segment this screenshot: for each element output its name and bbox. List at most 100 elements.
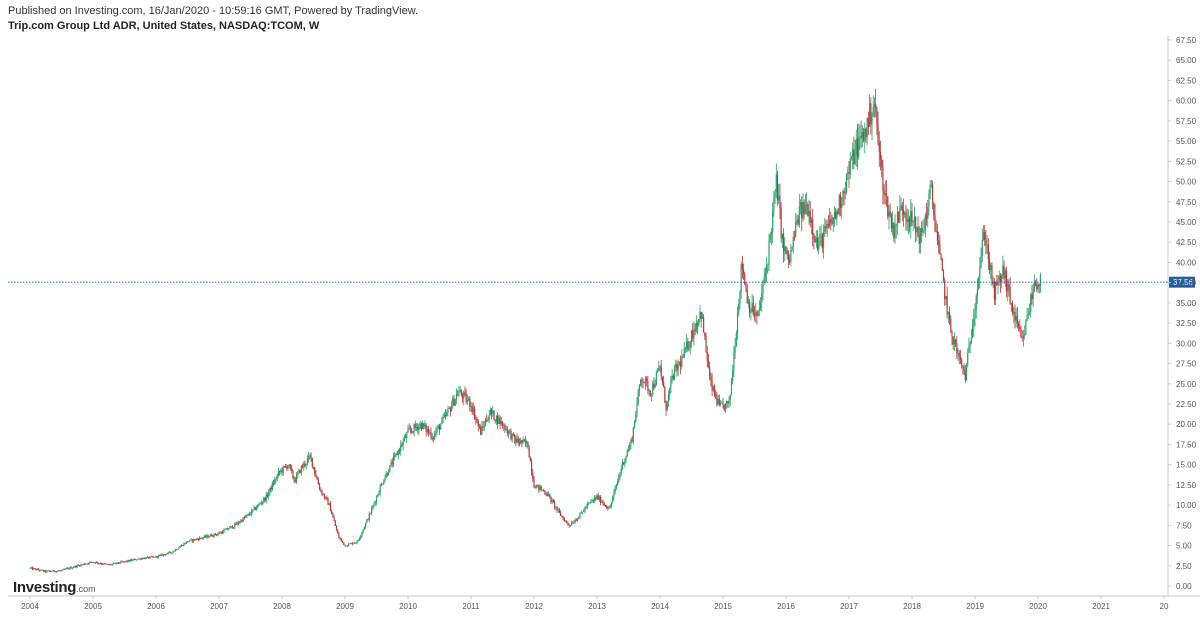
candle-body bbox=[139, 558, 141, 560]
candle-body bbox=[998, 275, 1000, 281]
candle-body bbox=[844, 192, 846, 194]
candle-body bbox=[984, 231, 986, 240]
candle-body bbox=[467, 398, 470, 401]
candle-body bbox=[1005, 270, 1008, 292]
y-tick-label: 35.00 bbox=[1176, 299, 1197, 308]
candle-body bbox=[464, 392, 466, 394]
candle-body bbox=[965, 364, 968, 381]
y-axis: 0.00 2.50 5.00 7.50 10.00 12.50 15.00 17.50 20.0… bbox=[1168, 36, 1197, 591]
candle-body bbox=[157, 555, 160, 558]
candle-body bbox=[97, 562, 99, 564]
candle-body bbox=[442, 417, 444, 419]
candle-body bbox=[655, 372, 657, 385]
candle-body bbox=[991, 265, 993, 285]
candle-body bbox=[258, 503, 260, 505]
candle-body bbox=[906, 219, 908, 222]
candle-body bbox=[488, 415, 490, 421]
candle-body bbox=[974, 310, 976, 318]
candle-body bbox=[390, 462, 392, 465]
candle-body bbox=[205, 535, 207, 538]
candle-body bbox=[276, 475, 278, 480]
candle-body bbox=[68, 568, 70, 569]
candle-body bbox=[934, 215, 936, 231]
candle-body bbox=[398, 450, 401, 452]
candle-body bbox=[226, 528, 229, 530]
candle-body bbox=[826, 223, 828, 229]
candle-body bbox=[427, 429, 430, 433]
candle-body bbox=[598, 496, 601, 500]
candle-body bbox=[670, 378, 672, 388]
candle-body bbox=[73, 567, 75, 569]
candle-body bbox=[978, 277, 980, 289]
candle-body bbox=[515, 438, 517, 443]
candle-body bbox=[924, 215, 926, 231]
chart-title: Trip.com Group Ltd ADR, United States, N… bbox=[8, 20, 320, 32]
candle-body bbox=[935, 230, 937, 232]
candle-body bbox=[955, 339, 957, 344]
candle-body bbox=[672, 375, 674, 379]
candle-body bbox=[220, 531, 223, 534]
candle-body bbox=[126, 561, 128, 562]
candle-body bbox=[455, 394, 458, 400]
candle-body bbox=[495, 415, 498, 422]
candle-body bbox=[789, 259, 791, 263]
candle-body bbox=[867, 118, 869, 127]
candle-body bbox=[57, 570, 59, 572]
candle-body bbox=[632, 427, 634, 442]
candle-body bbox=[819, 234, 821, 245]
candle-body bbox=[923, 230, 925, 232]
candle-body bbox=[591, 500, 593, 502]
candle-body bbox=[841, 204, 843, 209]
candle-body bbox=[752, 302, 754, 315]
candle-body bbox=[734, 346, 736, 353]
candle-body bbox=[518, 442, 521, 444]
candle-body bbox=[941, 258, 943, 271]
last-price-layer: 37.56 bbox=[8, 276, 1195, 288]
candle-body bbox=[815, 237, 817, 243]
candle-body bbox=[590, 501, 592, 503]
candle-body bbox=[706, 351, 708, 361]
candle-body bbox=[556, 506, 558, 511]
candle-body bbox=[343, 542, 345, 545]
candle-body bbox=[646, 378, 648, 382]
candle-body bbox=[277, 471, 279, 476]
candle-body bbox=[381, 483, 384, 485]
candle-body bbox=[249, 514, 252, 516]
candle-body bbox=[763, 277, 765, 282]
candle-body bbox=[745, 284, 747, 289]
candle-body bbox=[953, 339, 956, 345]
candle-body bbox=[749, 301, 751, 313]
candle-body bbox=[561, 515, 563, 517]
candle-body bbox=[494, 419, 496, 422]
candle-body bbox=[879, 151, 882, 160]
candle-body bbox=[592, 500, 594, 502]
candle-body bbox=[669, 387, 671, 395]
candle-body bbox=[928, 193, 930, 208]
candle-body bbox=[315, 473, 317, 478]
candle-body bbox=[607, 508, 609, 509]
candle-body bbox=[892, 222, 894, 229]
candle-body bbox=[35, 568, 37, 570]
candle-body bbox=[149, 556, 151, 559]
candle-body bbox=[1004, 270, 1006, 279]
candle-body bbox=[178, 547, 180, 549]
candle-body bbox=[895, 224, 897, 227]
candle-body bbox=[148, 556, 150, 559]
candle-body bbox=[240, 520, 242, 523]
candle-body bbox=[837, 211, 839, 214]
candle-body bbox=[625, 455, 627, 460]
logo-main-text: Investing bbox=[13, 579, 77, 596]
y-tick-label: 55.00 bbox=[1176, 137, 1197, 146]
candle-body bbox=[66, 568, 69, 569]
candle-body bbox=[979, 266, 981, 278]
candle-body bbox=[601, 502, 603, 504]
candle-body bbox=[80, 564, 82, 567]
candle-body bbox=[91, 561, 93, 563]
candle-body bbox=[340, 539, 342, 541]
y-tick-label: 30.00 bbox=[1176, 339, 1197, 348]
candle-body bbox=[665, 402, 667, 411]
candle-body bbox=[454, 399, 456, 406]
y-tick-label: 47.50 bbox=[1176, 198, 1197, 207]
candle-body bbox=[631, 439, 633, 442]
